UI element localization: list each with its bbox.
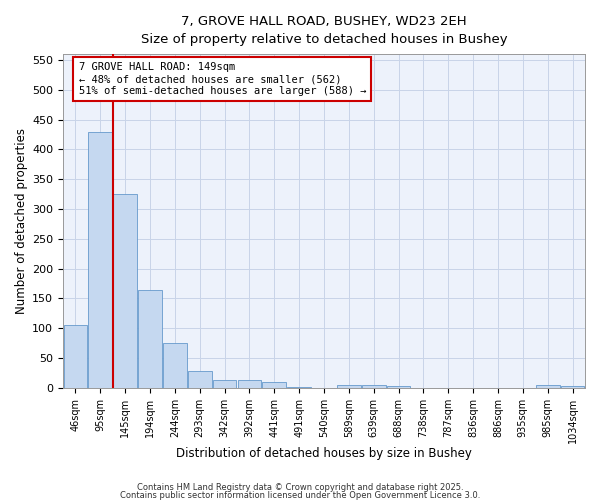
Bar — [536, 386, 560, 388]
Text: Contains HM Land Registry data © Crown copyright and database right 2025.: Contains HM Land Registry data © Crown c… — [137, 484, 463, 492]
Bar — [387, 386, 410, 388]
Title: 7, GROVE HALL ROAD, BUSHEY, WD23 2EH
Size of property relative to detached house: 7, GROVE HALL ROAD, BUSHEY, WD23 2EH Siz… — [140, 15, 508, 46]
Text: Contains public sector information licensed under the Open Government Licence 3.: Contains public sector information licen… — [120, 490, 480, 500]
Bar — [163, 343, 187, 388]
Bar — [88, 132, 112, 388]
Bar — [113, 194, 137, 388]
Bar — [561, 386, 584, 388]
Bar — [188, 371, 212, 388]
Bar — [64, 326, 87, 388]
Y-axis label: Number of detached properties: Number of detached properties — [15, 128, 28, 314]
Bar — [362, 385, 386, 388]
Bar — [337, 385, 361, 388]
Bar — [213, 380, 236, 388]
Bar — [262, 382, 286, 388]
X-axis label: Distribution of detached houses by size in Bushey: Distribution of detached houses by size … — [176, 447, 472, 460]
Bar — [138, 290, 162, 388]
Text: 7 GROVE HALL ROAD: 149sqm
← 48% of detached houses are smaller (562)
51% of semi: 7 GROVE HALL ROAD: 149sqm ← 48% of detac… — [79, 62, 366, 96]
Bar — [238, 380, 261, 388]
